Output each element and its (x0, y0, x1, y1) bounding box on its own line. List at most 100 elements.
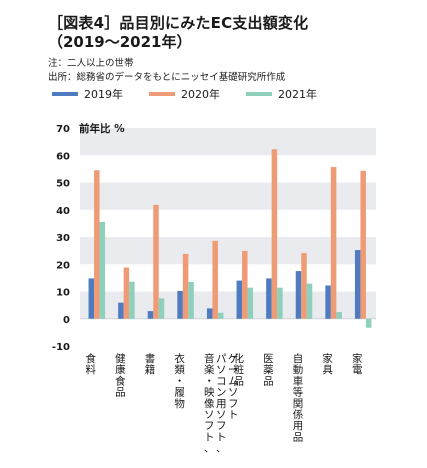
category-label-char: ソ (216, 409, 227, 421)
bar-2020 (153, 204, 159, 319)
category-label-char: 具 (322, 364, 333, 376)
figure-note: 注：二人以上の世帯 (48, 58, 134, 69)
category-label-char: コ (216, 375, 227, 387)
bar-2021 (99, 222, 106, 319)
category-label-char: 音 (204, 352, 215, 365)
grid-band (80, 128, 376, 156)
legend-label-2019: 2019年 (84, 88, 123, 101)
category-label-char: 用 (216, 398, 227, 410)
bar-2020 (123, 267, 130, 319)
legend-item-2019: 2019年 (52, 86, 123, 102)
category-label-char: 映 (204, 387, 215, 399)
category-label-char: 、 (216, 443, 227, 455)
category-label-char: 自 (293, 352, 304, 365)
category-label-char: ン (216, 387, 227, 399)
bar-2020 (301, 253, 307, 319)
legend-swatch-2021 (246, 92, 272, 96)
legend-item-2021: 2021年 (246, 86, 317, 102)
category-label-char: 粧 (234, 363, 245, 376)
category-label-char: 履 (174, 387, 185, 399)
legend-label-2021: 2021年 (278, 88, 317, 101)
bar-2021 (336, 311, 342, 319)
bar-2019 (354, 250, 361, 319)
bar-2021 (158, 298, 165, 319)
bar-2019 (266, 278, 272, 319)
bar-2019 (147, 311, 154, 319)
bar-2021 (365, 318, 372, 328)
y-tick-label: 0 (63, 315, 70, 326)
category-label-char: 、 (204, 443, 215, 455)
category-label-char: 健 (115, 353, 126, 365)
category-label-char: 家 (322, 352, 333, 365)
category-label-char: 品 (293, 431, 304, 443)
legend-swatch-2019 (52, 92, 78, 96)
bar-2020 (242, 250, 248, 319)
y-tick-label: 40 (56, 206, 70, 217)
category-label-char: フ (204, 420, 215, 432)
category-label-char: 物 (174, 397, 185, 410)
bar-2019 (236, 280, 243, 319)
y-tick-label: 10 (56, 288, 70, 299)
figure-source: 出所：総務省のデータをもとにニッセイ基礎研究所作成 (48, 72, 286, 83)
bar-2020 (271, 149, 278, 319)
category-label-char: 医 (263, 353, 274, 365)
grid-band (80, 182, 376, 210)
bar-2019 (88, 278, 95, 319)
chart-legend: 2019年 2020年 2021年 (52, 86, 317, 102)
y-axis-unit-label: 前年比 % (79, 122, 125, 135)
bar-2019 (118, 302, 124, 319)
category-label-char: ゲ (228, 353, 239, 365)
category-label-char: 康 (115, 363, 126, 376)
category-label-char: 係 (293, 409, 304, 421)
legend-label-2020: 2020年 (181, 88, 220, 101)
category-label-char: ・ (174, 375, 185, 387)
bar-2021 (188, 281, 194, 319)
category-label-char: 像 (204, 398, 215, 410)
category-label-char: 化 (234, 352, 245, 365)
category-label-char: 楽 (204, 363, 215, 376)
bar-2019 (295, 271, 302, 319)
category-label-char: 籍 (145, 363, 156, 376)
y-tick-label: 60 (56, 151, 70, 162)
y-tick-label: -10 (52, 342, 70, 353)
bar-2019 (325, 285, 331, 319)
bar-2020 (360, 170, 366, 319)
category-label-char: 食 (86, 352, 97, 365)
y-tick-label: 70 (56, 124, 70, 135)
category-label-char: 品 (234, 375, 245, 387)
bar-2021 (217, 312, 224, 319)
category-label-char: パ (216, 353, 227, 365)
category-label-char: 車 (293, 374, 304, 387)
category-label-char: 書 (145, 352, 156, 365)
bar-2021 (277, 287, 283, 319)
bar-2020 (212, 240, 218, 319)
bar-2021 (247, 287, 254, 319)
category-label-char: 品 (115, 387, 126, 399)
y-tick-label: 50 (56, 179, 70, 190)
category-label-char: ・ (204, 375, 215, 387)
grid-band (80, 237, 376, 265)
category-label-char: ト (228, 409, 239, 421)
bar-2019 (206, 308, 213, 319)
category-label-char: 薬 (263, 364, 274, 376)
category-label-char: ト (204, 431, 215, 443)
category-label-char: 家 (352, 352, 363, 365)
category-label-char: 類 (174, 364, 185, 376)
category-label-char: 衣 (174, 352, 185, 365)
figure-title: ［図表4］品目別にみたEC支出額変化 (48, 14, 309, 32)
bar-2020 (330, 166, 337, 319)
y-tick-label: 30 (56, 233, 70, 244)
category-label-char: ー (228, 364, 239, 376)
category-label-char: ム (228, 375, 239, 387)
y-tick-label: 20 (56, 260, 70, 271)
bar-2019 (177, 290, 183, 319)
bar-2021 (306, 283, 313, 319)
category-label-char: 用 (293, 420, 304, 432)
figure-subtitle: （2019〜2021年） (48, 33, 192, 51)
category-label-char: ト (216, 431, 227, 443)
category-label-char: ソ (228, 387, 239, 399)
category-label-char: ソ (216, 364, 227, 376)
category-label-char: 関 (293, 398, 304, 410)
